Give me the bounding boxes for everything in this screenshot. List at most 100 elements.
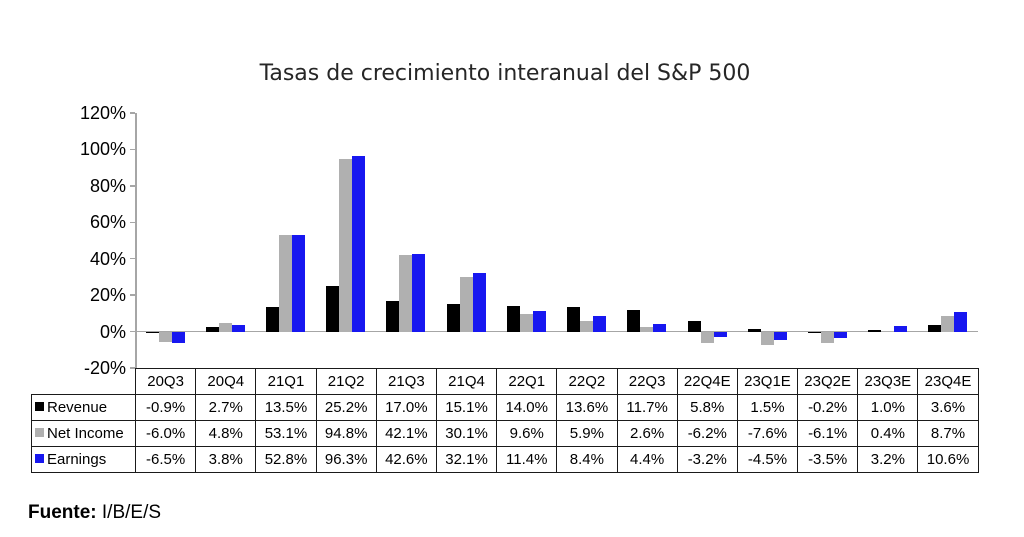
series-label-cell: Revenue: [31, 394, 136, 421]
value-cell: 8.4%: [556, 446, 618, 473]
value-cell: -7.6%: [736, 420, 799, 447]
zero-line: [135, 330, 978, 333]
value-cell: -6.0%: [134, 420, 197, 447]
bar-revenue-23Q3E: [868, 329, 882, 332]
bar-revenue-21Q4: [446, 304, 460, 332]
bar-revenue-21Q3: [386, 300, 400, 332]
bar-net-income-22Q4E: [700, 331, 714, 343]
value-cell: 42.1%: [375, 420, 437, 447]
quarter-header-cell: 21Q1: [255, 368, 317, 395]
value-cell: 11.4%: [496, 446, 558, 473]
value-cell: 25.2%: [315, 394, 377, 421]
bar-revenue-21Q2: [326, 285, 340, 332]
value-cell: 2.6%: [616, 420, 678, 447]
bar-net-income-21Q3: [399, 254, 413, 332]
bar-earnings-22Q1: [532, 310, 546, 332]
bar-net-income-22Q1: [519, 314, 533, 332]
legend-swatch-icon: [35, 402, 44, 412]
y-axis-line: [135, 113, 137, 368]
bar-revenue-22Q2: [567, 306, 581, 332]
quarter-header-cell: 20Q3: [134, 368, 197, 395]
value-cell: 8.7%: [917, 420, 979, 447]
bar-revenue-23Q1E: [747, 328, 761, 332]
y-tick-label: 120%: [79, 103, 126, 123]
bar-revenue-21Q1: [266, 306, 280, 332]
value-cell: 3.8%: [195, 446, 257, 473]
bar-earnings-21Q3: [412, 253, 426, 332]
value-cell: -3.2%: [676, 446, 738, 473]
source-label: Fuente:: [28, 502, 97, 523]
y-axis-tick: [130, 330, 135, 333]
series-label-cell: Net Income: [31, 420, 136, 447]
quarter-header-cell: 21Q4: [435, 368, 498, 395]
y-tick-label: 80%: [89, 175, 126, 196]
quarter-header-cell: 23Q1E: [736, 368, 799, 395]
value-cell: 14.0%: [496, 394, 558, 421]
value-cell: -0.9%: [134, 394, 197, 421]
y-tick-label: 20%: [89, 285, 126, 306]
y-tick-label: 100%: [79, 139, 126, 160]
bar-earnings-20Q4: [231, 324, 245, 332]
y-tick-label: 60%: [89, 212, 126, 233]
bar-net-income-20Q3: [158, 331, 172, 343]
quarter-header-cell: 22Q3: [616, 368, 678, 395]
bar-revenue-22Q3: [627, 310, 641, 332]
y-tick-label: 40%: [89, 248, 126, 269]
value-cell: 1.5%: [736, 394, 799, 421]
value-cell: 4.8%: [195, 420, 257, 447]
value-cell: 96.3%: [315, 446, 377, 473]
value-cell: 32.1%: [435, 446, 498, 473]
value-cell: 4.4%: [616, 446, 678, 473]
value-cell: 1.0%: [857, 394, 919, 421]
y-tick-label: 0%: [99, 321, 126, 342]
value-cell: 11.7%: [616, 394, 678, 421]
bar-net-income-23Q1E: [760, 331, 774, 346]
value-cell: 3.2%: [857, 446, 919, 473]
value-cell: -6.2%: [676, 420, 738, 447]
bar-revenue-23Q4E: [928, 325, 942, 332]
value-cell: -0.2%: [797, 394, 859, 421]
y-tick-label: -20%: [83, 358, 126, 378]
bar-net-income-21Q4: [459, 276, 473, 332]
quarter-header-cell: 20Q4: [195, 368, 257, 395]
value-cell: -6.5%: [134, 446, 197, 473]
source-note: Fuente: I/B/E/S: [28, 502, 161, 524]
series-name: Net Income: [47, 425, 124, 442]
value-cell: 2.7%: [195, 394, 257, 421]
bar-revenue-22Q4E: [687, 321, 701, 332]
bar-net-income-23Q2E: [820, 331, 834, 343]
value-cell: 17.0%: [375, 394, 437, 421]
value-cell: 42.6%: [375, 446, 437, 473]
quarter-header-cell: 22Q2: [556, 368, 618, 395]
chart-title: Tasas de crecimiento interanual del S&P …: [259, 61, 751, 86]
bar-revenue-23Q2E: [807, 331, 821, 333]
y-axis-tick: [130, 221, 135, 224]
value-cell: 10.6%: [917, 446, 979, 473]
value-cell: -6.1%: [797, 420, 859, 447]
growth-table: 20Q3 20Q4 21Q1 21Q2 21Q3 21Q4 22Q1 22Q2 22Q3 22Q4…: [31, 368, 979, 473]
y-axis-tick: [130, 112, 135, 114]
quarter-header-cell: 23Q4E: [917, 368, 979, 395]
quarter-header-cell: 22Q4E: [676, 368, 738, 395]
bar-revenue-22Q1: [506, 306, 520, 332]
bar-net-income-23Q3E: [881, 330, 895, 332]
value-cell: 13.6%: [556, 394, 618, 421]
y-axis-tick: [130, 294, 135, 296]
bar-net-income-20Q4: [218, 322, 232, 332]
value-cell: 5.9%: [556, 420, 618, 447]
series-label-cell: Earnings: [31, 446, 136, 473]
value-cell: 30.1%: [435, 420, 498, 447]
series-name: Revenue: [47, 399, 108, 416]
value-cell: -4.5%: [736, 446, 799, 473]
value-cell: 13.5%: [255, 394, 317, 421]
y-axis-tick: [130, 185, 135, 187]
value-cell: 53.1%: [255, 420, 317, 447]
bar-earnings-23Q3E: [894, 325, 908, 332]
bar-earnings-23Q1E: [773, 331, 787, 340]
value-cell: 3.6%: [917, 394, 979, 421]
bar-earnings-21Q4: [472, 273, 486, 332]
legend-swatch-icon: [35, 428, 44, 438]
bar-revenue-20Q4: [205, 326, 219, 332]
quarter-header-cell: 23Q2E: [797, 368, 859, 395]
value-cell: 52.8%: [255, 446, 317, 473]
